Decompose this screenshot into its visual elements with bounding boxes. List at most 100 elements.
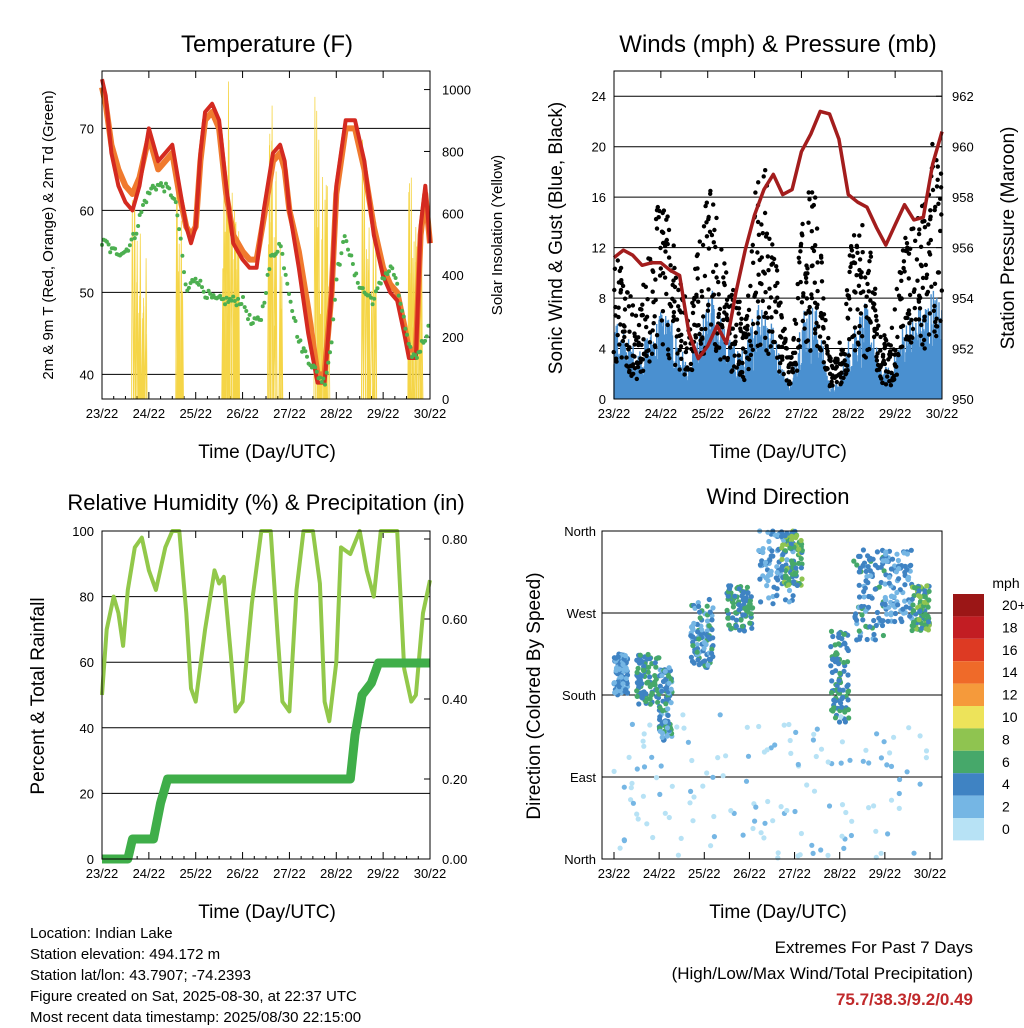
direction-point bbox=[696, 603, 702, 610]
gust-point bbox=[825, 366, 830, 371]
gust-point bbox=[704, 234, 710, 239]
gust-point bbox=[778, 361, 783, 366]
direction-point bbox=[674, 724, 680, 730]
direction-point bbox=[839, 696, 845, 702]
gust-point bbox=[704, 200, 709, 205]
gust-point bbox=[798, 249, 803, 254]
dewpoint-point bbox=[313, 365, 318, 370]
extremes-heading: Extremes For Past 7 Days bbox=[774, 938, 973, 957]
direction-point bbox=[659, 688, 665, 694]
gust-point bbox=[844, 288, 850, 293]
gust-point bbox=[863, 355, 868, 360]
gust-point bbox=[807, 304, 812, 310]
gust-point bbox=[653, 297, 658, 303]
gust-point bbox=[845, 368, 850, 373]
temperature-xlabel: Time (Day/UTC) bbox=[198, 442, 336, 463]
direction-point bbox=[854, 637, 860, 643]
gust-point bbox=[695, 266, 700, 271]
gust-point bbox=[922, 314, 927, 319]
direction-point bbox=[901, 550, 907, 556]
gust-point bbox=[639, 342, 644, 348]
direction-point bbox=[811, 788, 818, 794]
direction-point bbox=[641, 743, 647, 749]
dewpoint-point bbox=[208, 291, 213, 296]
gust-point bbox=[673, 275, 679, 280]
temperature-title: Temperature (F) bbox=[181, 31, 353, 58]
direction-point bbox=[793, 565, 799, 571]
gust-point bbox=[932, 303, 937, 309]
direction-point bbox=[910, 602, 916, 608]
dewpoint-point bbox=[234, 303, 239, 308]
gust-point bbox=[618, 265, 624, 271]
gust-point bbox=[622, 296, 628, 301]
direction-point bbox=[765, 572, 772, 579]
direction-point bbox=[871, 617, 877, 624]
direction-point bbox=[863, 747, 869, 753]
direction-point bbox=[880, 632, 887, 639]
speed-colorbar: mph 20+ 18 16 14 12 10 8 6 4 2 0 bbox=[953, 575, 1024, 841]
gust-point bbox=[654, 226, 660, 231]
direction-point bbox=[704, 770, 710, 776]
gust-point bbox=[782, 326, 787, 332]
gust-point bbox=[647, 340, 653, 345]
wind-direction-xtick-label: 28/22 bbox=[823, 866, 856, 881]
gust-point bbox=[660, 309, 666, 314]
gust-point bbox=[684, 346, 689, 351]
direction-point bbox=[828, 628, 835, 635]
gust-point bbox=[914, 257, 920, 262]
direction-point bbox=[760, 546, 766, 552]
direction-point bbox=[917, 733, 923, 739]
colorbar-swatch bbox=[953, 795, 984, 818]
gust-point bbox=[715, 331, 720, 336]
gust-point bbox=[768, 295, 774, 300]
gust-point bbox=[671, 243, 676, 248]
dewpoint-point bbox=[231, 294, 236, 299]
dewpoint-point bbox=[137, 213, 142, 217]
direction-point bbox=[834, 656, 841, 662]
direction-point bbox=[641, 731, 647, 737]
gust-point bbox=[847, 253, 852, 258]
direction-point bbox=[666, 814, 672, 821]
direction-point bbox=[889, 556, 896, 562]
direction-point bbox=[659, 734, 665, 741]
gust-point bbox=[932, 281, 938, 286]
dewpoint-point bbox=[173, 200, 178, 205]
direction-point bbox=[662, 719, 669, 725]
gust-point bbox=[800, 233, 805, 238]
colorbar-swatch bbox=[953, 773, 984, 796]
gust-point bbox=[630, 312, 635, 317]
gust-point bbox=[873, 286, 878, 291]
direction-point bbox=[643, 698, 649, 705]
gust-point bbox=[906, 337, 911, 342]
direction-point bbox=[909, 627, 915, 634]
gust-point bbox=[706, 287, 711, 292]
gust-point bbox=[675, 351, 680, 356]
direction-point bbox=[706, 656, 712, 662]
dewpoint-point bbox=[132, 236, 137, 241]
gust-point bbox=[813, 331, 818, 336]
direction-point bbox=[848, 832, 855, 839]
gust-point bbox=[855, 307, 860, 312]
dewpoint-point bbox=[295, 334, 300, 339]
direction-point bbox=[653, 664, 659, 670]
direction-point bbox=[665, 706, 671, 712]
gust-point bbox=[901, 259, 907, 264]
gust-point bbox=[661, 230, 666, 235]
gust-point bbox=[821, 340, 827, 345]
gust-point bbox=[644, 353, 649, 359]
direction-point bbox=[873, 622, 879, 629]
direction-point bbox=[744, 608, 750, 614]
gust-point bbox=[819, 255, 824, 260]
gust-point bbox=[817, 334, 823, 339]
direction-point bbox=[884, 558, 890, 565]
gust-point bbox=[736, 311, 741, 316]
gust-point bbox=[762, 271, 767, 276]
gust-point bbox=[674, 317, 680, 322]
gust-point bbox=[665, 241, 670, 247]
direction-point bbox=[828, 644, 834, 650]
gust-point bbox=[916, 317, 922, 322]
gust-point bbox=[746, 332, 751, 337]
direction-point bbox=[736, 607, 742, 613]
dewpoint-point bbox=[328, 350, 332, 355]
solar-spike bbox=[267, 105, 274, 400]
